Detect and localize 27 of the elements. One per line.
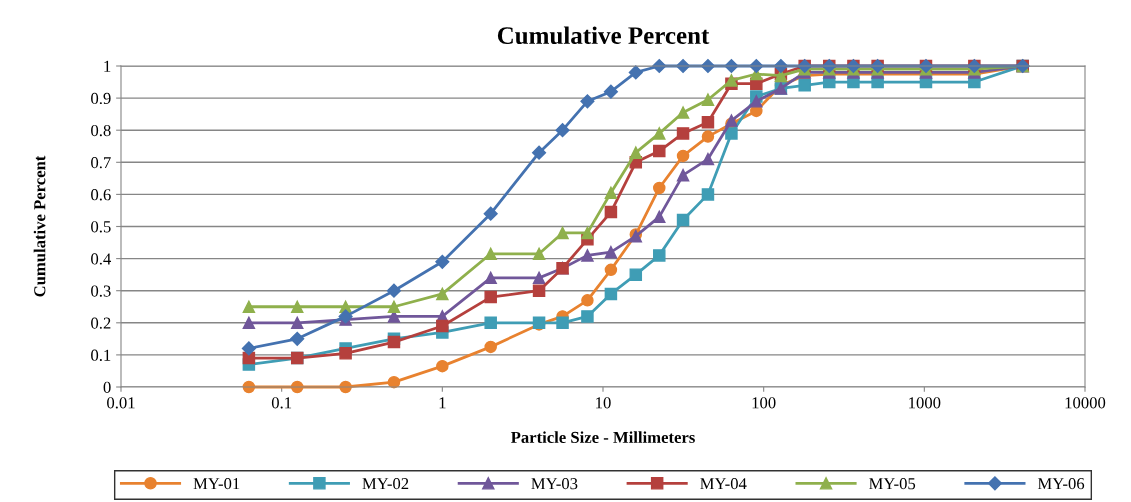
y-tick-label: 0.6: [91, 189, 111, 201]
y-tick-label: 0.1: [91, 349, 111, 361]
y-axis-title: Cumulative Percent: [33, 155, 46, 297]
legend-label: MY-06: [1037, 478, 1085, 490]
y-tick-label: 0.3: [91, 285, 111, 297]
x-tick-label: 10: [596, 397, 611, 409]
legend-label: MY-05: [869, 478, 916, 490]
x-axis-title: Particle Size - Millimeters: [510, 431, 695, 444]
x-tick-label: 1: [439, 397, 446, 409]
y-tick-label: 0.2: [91, 317, 111, 329]
y-tick-label: 1: [104, 60, 111, 72]
legend-label: MY-03: [531, 478, 578, 490]
legend-label: MY-04: [700, 478, 747, 490]
y-tick-label: 0.7: [91, 157, 111, 169]
x-tick-label: 100: [752, 397, 776, 409]
y-tick-label: 0.4: [91, 253, 112, 265]
y-tick-label: 0: [103, 381, 111, 393]
x-tick-label: 1000: [909, 397, 941, 409]
x-tick-label: 10000: [1065, 397, 1106, 409]
y-tick-label: 0.8: [91, 124, 111, 137]
legend-label: MY-02: [362, 478, 409, 490]
x-tick-label: 0.1: [271, 397, 292, 409]
legend-label: MY-01: [193, 478, 240, 490]
y-tick-label: 0.9: [91, 92, 111, 105]
chart-title: Cumulative Percent: [497, 26, 710, 45]
y-tick-label: 0.5: [91, 221, 111, 233]
x-tick-label: 0.01: [107, 397, 135, 409]
